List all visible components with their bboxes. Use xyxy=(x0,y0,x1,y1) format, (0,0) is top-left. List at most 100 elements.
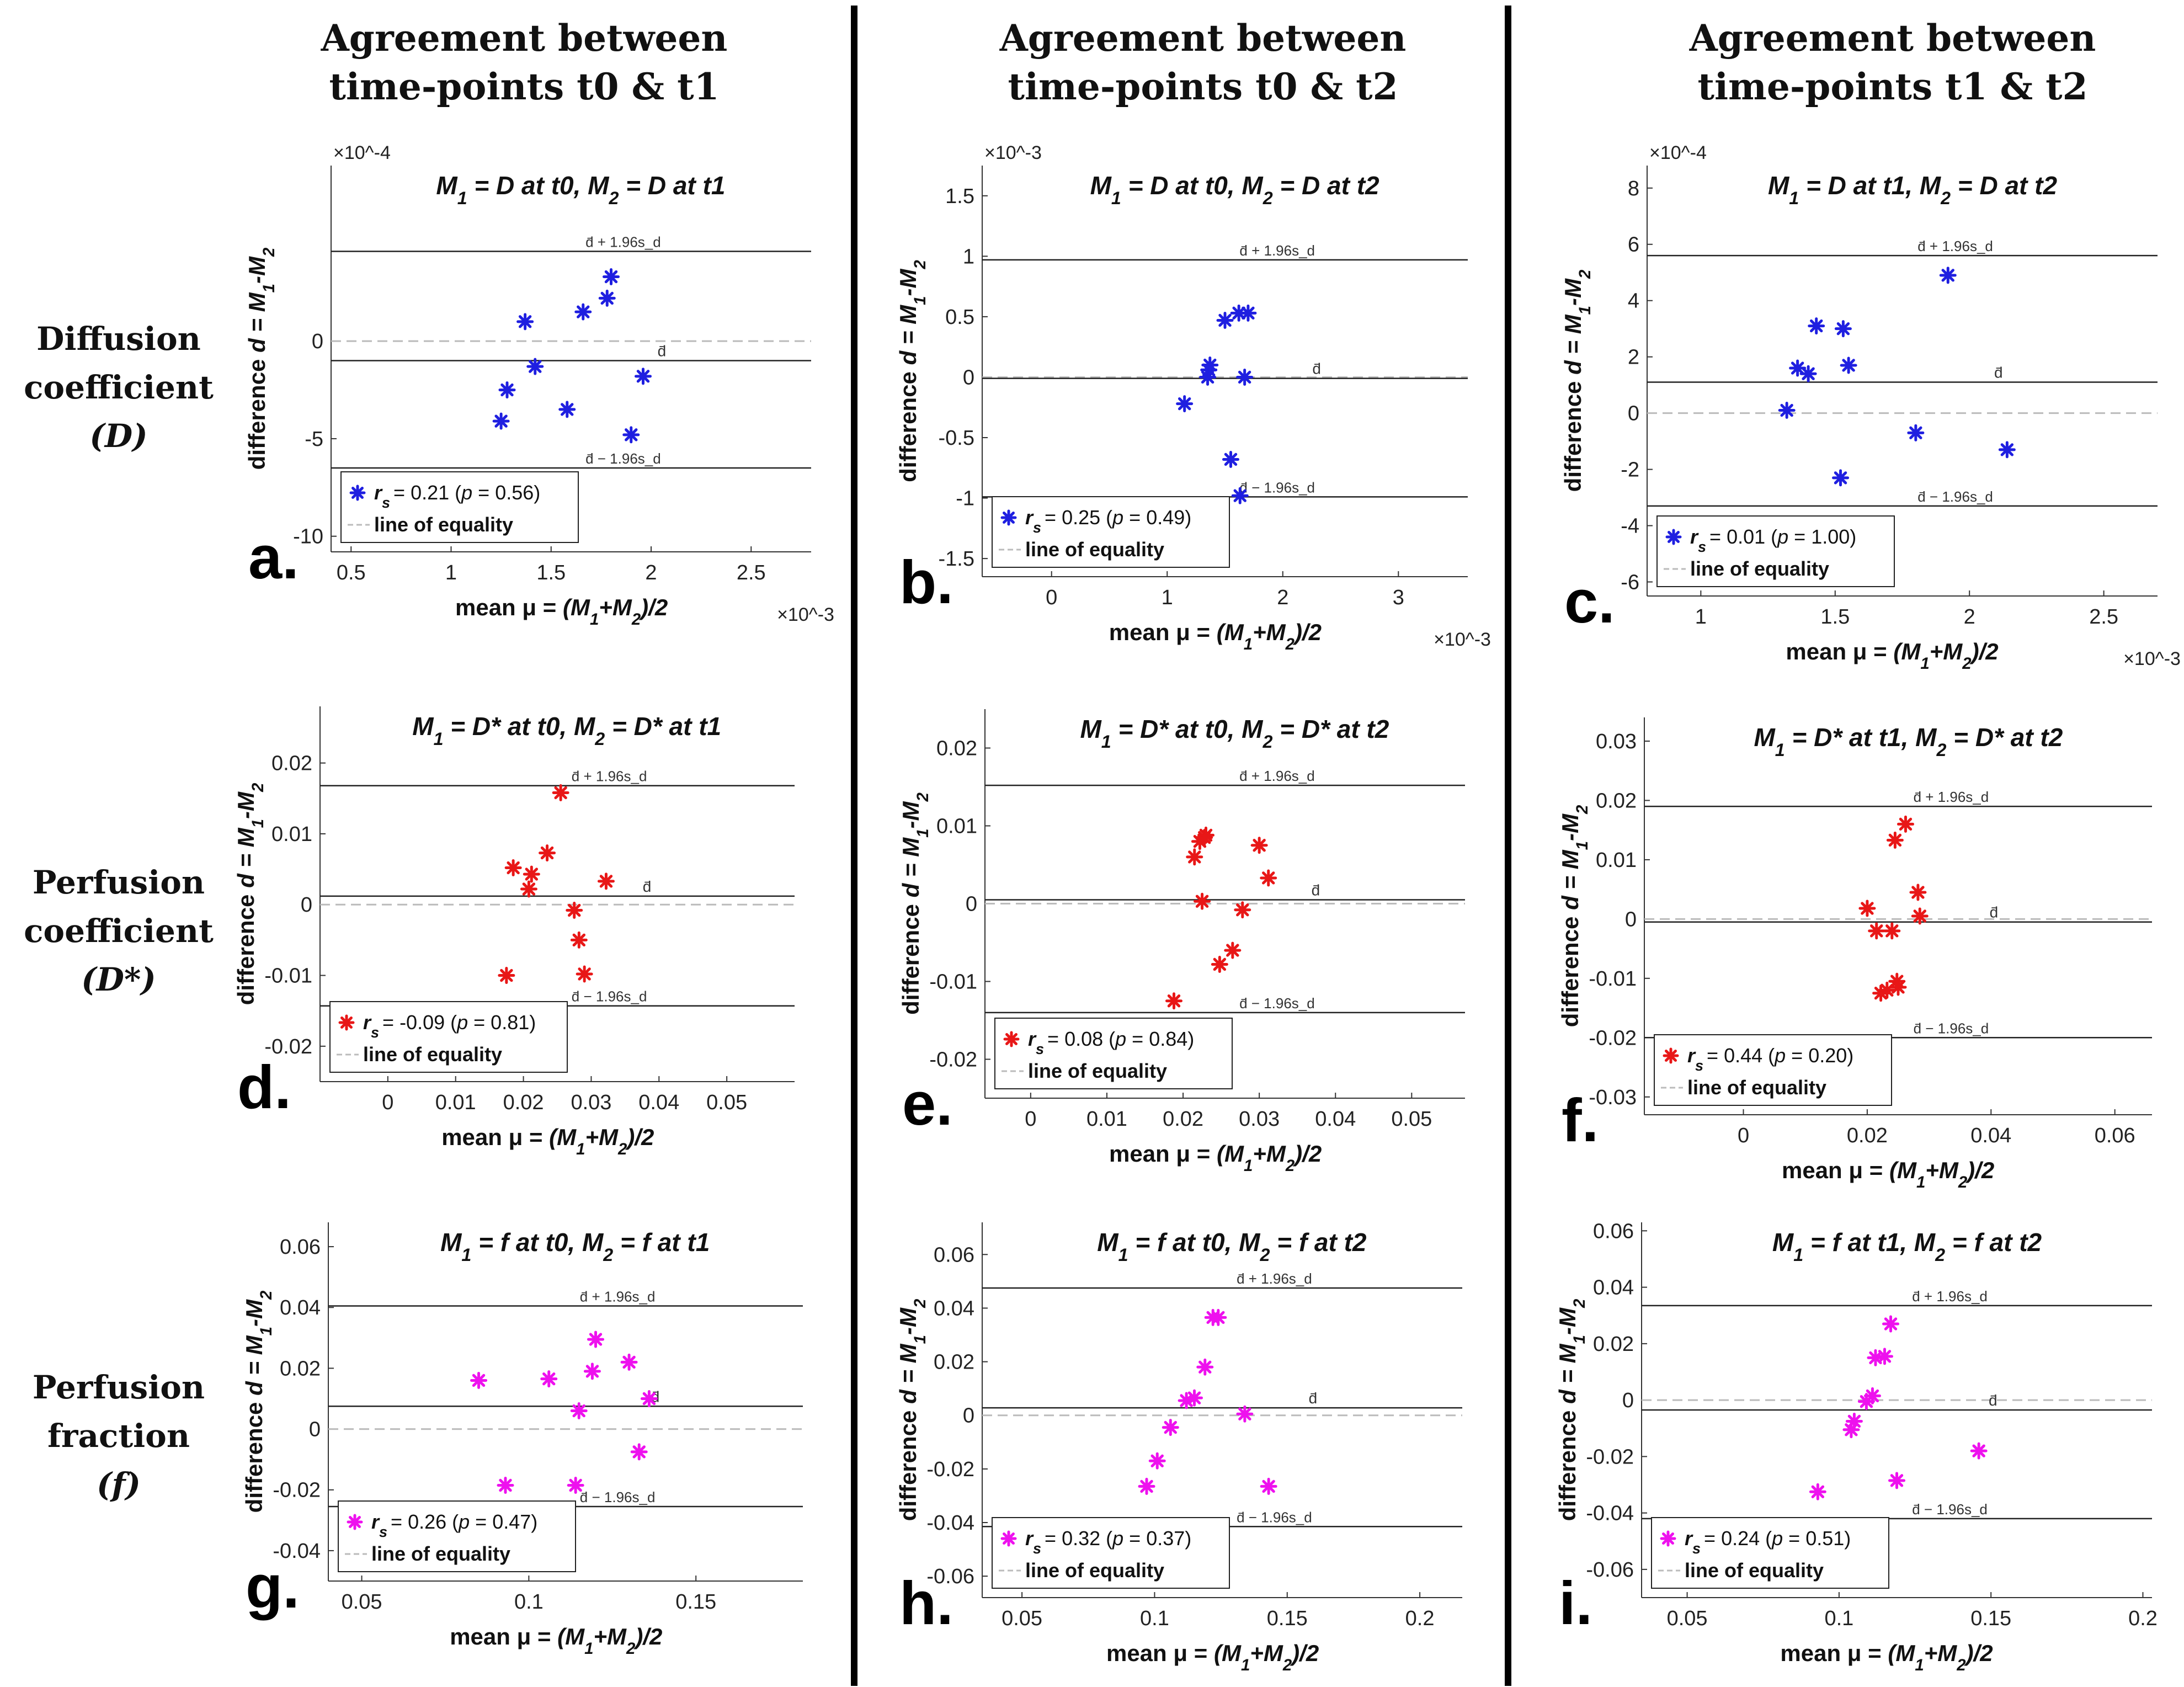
x-tick-label: 0.05 xyxy=(1391,1108,1432,1131)
x-tick-label: 0.04 xyxy=(638,1091,679,1114)
panel-title: M1 = f at t1, M2 = f at t2 xyxy=(1772,1228,2042,1265)
legend-correlation-label: rs = 0.08 (p = 0.84) xyxy=(1028,1028,1194,1057)
data-point xyxy=(1970,1442,1988,1460)
data-point xyxy=(635,368,652,385)
x-tick-label: 2 xyxy=(1964,605,1975,629)
y-tick-label: 0.02 xyxy=(280,1357,321,1380)
x-tick-label: 2 xyxy=(645,561,657,584)
mean-difference-label: d̄ xyxy=(1309,1390,1318,1407)
lower-limit-label: d̄ − 1.96s_d xyxy=(572,988,647,1005)
legend-marker xyxy=(1000,1530,1017,1547)
data-point xyxy=(1886,831,1904,849)
panel-title: M1 = D at t0, M2 = D at t1 xyxy=(436,171,725,208)
x-axis-label: mean μ = (M1+M2)/2 xyxy=(1782,1157,1994,1191)
y-tick-label: 1.5 xyxy=(945,185,974,208)
row-label-diffusion: Diffusion coefficient (D) xyxy=(8,315,229,460)
y-tick-label: -0.02 xyxy=(1589,1026,1637,1050)
upper-limit-label: d̄ + 1.96s_d xyxy=(585,234,661,251)
panel-letter: e. xyxy=(902,1070,953,1138)
legend-box xyxy=(329,1001,568,1073)
data-point xyxy=(539,844,556,862)
x-tick-label: 0.5 xyxy=(337,561,366,584)
data-point xyxy=(1809,1483,1826,1500)
x-axis-label: mean μ = (M1+M2)/2 xyxy=(1780,1640,1993,1674)
x-tick-label: 0.04 xyxy=(1315,1108,1356,1131)
panel-letter: h. xyxy=(899,1569,953,1637)
y-tick-label: -0.01 xyxy=(264,965,312,988)
data-point xyxy=(1211,955,1228,973)
panel-letter: f. xyxy=(1562,1087,1599,1154)
y-tick-label: 0 xyxy=(963,366,974,389)
row-label-perfusion-fraction: Perfusion fraction (f) xyxy=(8,1363,229,1509)
y-tick-label: 0.06 xyxy=(1593,1220,1634,1243)
legend-marker xyxy=(347,1514,363,1530)
legend-box xyxy=(1654,1034,1892,1106)
x-tick-label: 0.1 xyxy=(1140,1607,1169,1630)
y-tick-label: 4 xyxy=(1628,290,1639,313)
data-point xyxy=(574,303,592,321)
x-tick-label: 1 xyxy=(445,561,457,584)
y-exponent-label: ×10^-4 xyxy=(333,142,391,163)
y-axis-label: difference d = M1-M2 xyxy=(895,260,929,482)
x-tick-label: 0.03 xyxy=(571,1091,611,1114)
y-axis-label: difference d = M1-M2 xyxy=(1560,269,1594,492)
legend-box xyxy=(992,1517,1230,1589)
x-tick-label: 2.5 xyxy=(2089,605,2118,629)
data-point xyxy=(520,880,537,898)
x-tick-label: 0.1 xyxy=(1824,1607,1853,1630)
legend-marker xyxy=(349,485,366,501)
data-point xyxy=(1260,1477,1277,1495)
row-label-2-line-2: coefficient xyxy=(24,912,214,950)
mean-difference-label: d̄ xyxy=(1312,360,1321,377)
legend-equality-label: line of equality xyxy=(1025,1559,1164,1582)
panel-title: M1 = D at t1, M2 = D at t2 xyxy=(1768,171,2057,208)
lower-limit-label: d̄ − 1.96s_d xyxy=(1239,479,1315,496)
y-tick-label: 8 xyxy=(1628,177,1639,200)
panel-c: 1 1.5 2 2.5 -6 -4 -2 0 2 4 6 8 ×10^-4 ×10^-3 d̄ + 1.96… xyxy=(1560,142,2181,673)
legend-equality-label: line of equality xyxy=(371,1542,510,1565)
data-point xyxy=(1222,450,1239,468)
upper-limit-label: d̄ + 1.96s_d xyxy=(1912,1288,1988,1305)
data-point xyxy=(640,1390,658,1407)
data-point xyxy=(497,1476,514,1494)
y-tick-label: 0.02 xyxy=(271,752,312,775)
data-point xyxy=(1260,869,1277,887)
mean-difference-label: d̄ xyxy=(1994,364,2003,381)
x-tick-label: 0.01 xyxy=(1086,1108,1127,1131)
legend-box xyxy=(1651,1517,1889,1589)
x-axis-label: mean μ = (M1+M2)/2 xyxy=(1106,1640,1319,1674)
data-point xyxy=(620,1353,638,1371)
panel-title: M1 = f at t0, M2 = f at t1 xyxy=(440,1228,710,1265)
y-tick-label: 0.01 xyxy=(936,815,977,838)
legend-equality-label: line of equality xyxy=(374,513,513,536)
x-tick-label: 0.04 xyxy=(1970,1124,2011,1147)
panel-letter: i. xyxy=(1559,1569,1592,1637)
data-point xyxy=(1201,356,1219,374)
x-tick-label: 0.05 xyxy=(342,1590,382,1614)
legend-marker xyxy=(338,1014,355,1031)
legend-correlation-label: rs = -0.09 (p = 0.81) xyxy=(363,1011,536,1041)
y-tick-label: -0.03 xyxy=(1589,1086,1637,1109)
x-axis-label: mean μ = (M1+M2)/2 xyxy=(1109,1141,1322,1175)
data-point xyxy=(1845,1412,1863,1430)
legend-equality-label: line of equality xyxy=(363,1043,502,1066)
y-tick-label: -1 xyxy=(956,487,974,510)
data-point xyxy=(570,1402,588,1420)
x-tick-label: 0.01 xyxy=(435,1091,476,1114)
data-point xyxy=(566,902,583,919)
x-tick-label: 2.5 xyxy=(737,561,766,584)
panel-h: 0.05 0.1 0.15 0.2 -0.06 -0.04 -0.02 0 0.02 0.04 0.… xyxy=(895,1222,1462,1674)
column-title-1-line-1: Agreement between xyxy=(321,17,728,60)
legend-correlation-label: rs = 0.44 (p = 0.20) xyxy=(1687,1044,1853,1074)
column-title-3: Agreement between time-points t1 & t2 xyxy=(1589,14,2184,111)
y-tick-label: -0.01 xyxy=(1589,967,1637,991)
lower-limit-label: d̄ − 1.96s_d xyxy=(580,1489,656,1505)
column-divider-2 xyxy=(1505,6,1511,1686)
data-point xyxy=(1889,978,1907,996)
y-tick-label: 0.04 xyxy=(934,1297,974,1320)
y-tick-label: -0.04 xyxy=(273,1540,321,1563)
panel-letter: g. xyxy=(246,1553,300,1621)
data-point xyxy=(1234,901,1251,919)
x-tick-label: 0 xyxy=(1046,586,1057,609)
data-point xyxy=(1888,1472,1905,1489)
